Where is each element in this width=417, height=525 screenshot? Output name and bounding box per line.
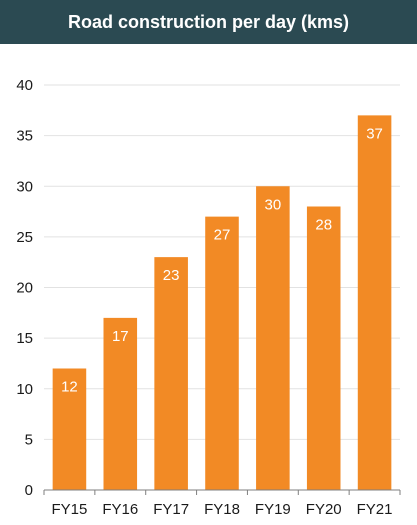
- y-tick-label: 25: [16, 229, 33, 246]
- data-label-fy17: 23: [163, 267, 180, 284]
- bar-fy16: [103, 317, 138, 490]
- y-tick-label: 5: [25, 431, 33, 448]
- x-tick-label: FY20: [306, 501, 342, 518]
- bar-fy15: [52, 368, 87, 490]
- chart-title-bar: Road construction per day (kms): [0, 0, 417, 44]
- bar-fy18: [205, 216, 239, 490]
- chart-title: Road construction per day (kms): [67, 11, 350, 32]
- bar-chart: 12 17 23 27 30 28 37 0 5 10 15 20 25 30 35 40 FY15 FY16 F…: [16, 77, 401, 518]
- bar-fy19: [256, 186, 290, 490]
- y-tick-label: 30: [16, 178, 33, 195]
- x-tick-label: FY19: [255, 501, 291, 518]
- x-tick-label: FY17: [153, 501, 189, 518]
- bar-fy21: [357, 115, 392, 490]
- x-tick-label: FY18: [204, 501, 240, 518]
- bar-fy20: [306, 206, 341, 490]
- x-tick-label: FY16: [102, 501, 138, 518]
- y-tick-label: 35: [16, 128, 33, 145]
- data-label-fy15: 12: [61, 379, 78, 396]
- data-label-fy19: 30: [265, 196, 282, 213]
- chart-area: 12 17 23 27 30 28 37 0 5 10 15 20 25 30 35 40 FY15 FY16 F…: [0, 44, 417, 520]
- y-tick-label: 20: [16, 280, 33, 297]
- bar-fy17: [154, 257, 188, 490]
- y-tick-label: 15: [16, 330, 33, 347]
- x-tick-label: FY15: [51, 501, 87, 518]
- y-tick-label: 0: [25, 482, 33, 499]
- y-tick-label: 10: [16, 381, 33, 398]
- y-tick-label: 40: [16, 77, 33, 94]
- x-tick-label: FY21: [357, 501, 393, 518]
- data-label-fy20: 28: [315, 217, 332, 234]
- data-label-fy16: 17: [112, 328, 129, 345]
- data-label-fy18: 27: [214, 227, 231, 244]
- data-label-fy21: 37: [366, 125, 383, 142]
